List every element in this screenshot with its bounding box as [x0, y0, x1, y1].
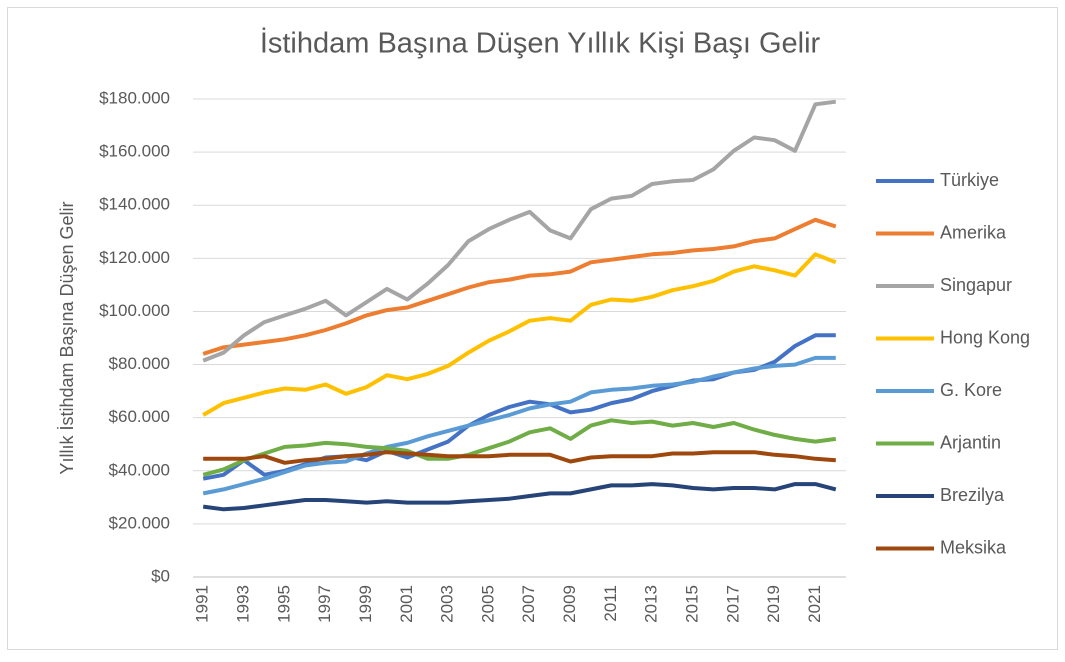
y-tick-label: $140.000 — [99, 195, 170, 214]
x-tick-label: 2021 — [805, 585, 824, 623]
y-tick-label: $180.000 — [99, 88, 170, 107]
y-tick-label: $20.000 — [109, 513, 170, 532]
legend-label: Arjantin — [940, 432, 1001, 452]
series-line — [202, 217, 837, 356]
x-tick-label: 1991 — [193, 585, 212, 623]
series-line — [202, 99, 837, 363]
legend-label: G. Kore — [940, 380, 1002, 400]
legend-label: Hong Kong — [940, 327, 1030, 347]
x-tick-label: 1993 — [234, 585, 253, 623]
x-tick-label: 2015 — [682, 585, 701, 623]
x-tick-label: 1995 — [274, 585, 293, 623]
y-axis-title: Yıllık İstihdam Başına Düşen Gelir — [57, 201, 77, 474]
y-tick-label: $100.000 — [99, 301, 170, 320]
x-tick-label: 1999 — [356, 585, 375, 623]
series-line — [202, 482, 837, 512]
y-tick-label: $60.000 — [109, 407, 170, 426]
y-tick-label: $40.000 — [109, 460, 170, 479]
y-tick-label: $0 — [151, 566, 170, 585]
x-tick-label: 2017 — [723, 585, 742, 623]
legend-label: Türkiye — [940, 170, 999, 190]
y-tick-label: $120.000 — [99, 248, 170, 267]
legend-label: Brezilya — [940, 485, 1005, 505]
series-line — [203, 450, 836, 465]
x-tick-label: 2005 — [478, 585, 497, 623]
x-tick-label: 1997 — [315, 585, 334, 623]
series-line — [202, 418, 837, 477]
chart-title: İstihdam Başına Düşen Yıllık Kişi Başı G… — [260, 27, 821, 60]
x-tick-label: 2011 — [601, 585, 620, 622]
series-line — [202, 252, 837, 417]
x-tick-label: 2001 — [397, 585, 416, 623]
x-tick-label: 2013 — [642, 585, 661, 623]
x-tick-label: 2003 — [438, 585, 457, 623]
y-tick-label: $160.000 — [99, 142, 170, 161]
y-tick-label: $80.000 — [109, 354, 170, 373]
legend-label: Amerika — [940, 222, 1007, 242]
legend-label: Meksika — [940, 537, 1007, 557]
x-tick-label: 2007 — [519, 585, 538, 623]
chart-border — [7, 7, 1058, 650]
x-tick-label: 2019 — [764, 585, 783, 623]
legend-label: Singapur — [940, 275, 1012, 295]
x-tick-label: 2009 — [560, 585, 579, 623]
series-line — [202, 355, 836, 496]
